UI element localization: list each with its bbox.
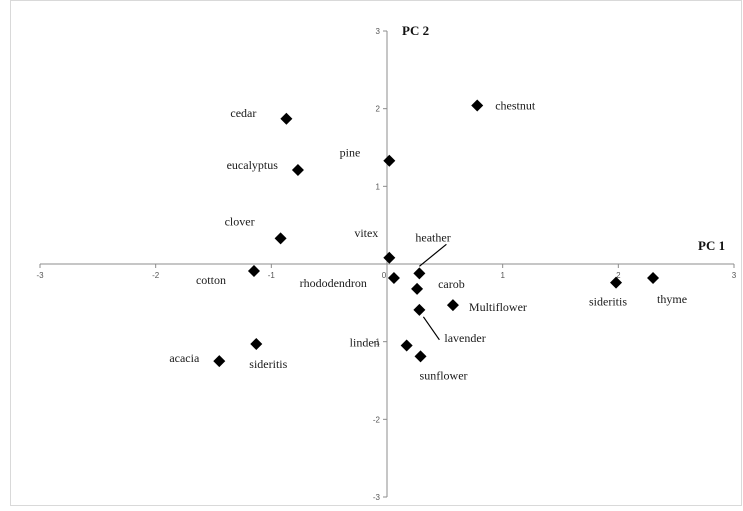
data-points bbox=[213, 99, 660, 368]
point-marker bbox=[413, 303, 426, 316]
point-marker bbox=[280, 112, 293, 125]
point-label: heather bbox=[415, 230, 450, 244]
y-tick-label: -1 bbox=[373, 338, 381, 347]
point-label: eucalyptus bbox=[227, 158, 279, 172]
point-label: cedar bbox=[230, 106, 256, 120]
x-tick-label: 0 bbox=[382, 271, 387, 280]
y-axis-ticks: -3 -2 -1 1 2 3 bbox=[373, 27, 387, 502]
point-label: carob bbox=[438, 277, 465, 291]
point-marker bbox=[647, 271, 660, 284]
point-marker bbox=[411, 282, 424, 295]
x-tick-label: 3 bbox=[732, 271, 737, 280]
x-tick-label: -3 bbox=[36, 271, 44, 280]
point-label: acacia bbox=[169, 351, 200, 365]
point-label: sunflower bbox=[420, 368, 468, 382]
x-tick-label: -1 bbox=[268, 271, 276, 280]
y-tick-label: -3 bbox=[373, 493, 381, 502]
x-axis-title: PC 1 bbox=[698, 238, 725, 253]
point-label: thyme bbox=[657, 292, 687, 306]
leader-line bbox=[422, 316, 440, 341]
point-label: vitex bbox=[354, 226, 378, 240]
point-label: lavender bbox=[444, 331, 485, 345]
y-tick-label: 1 bbox=[376, 182, 381, 191]
point-label: chestnut bbox=[495, 99, 536, 113]
point-marker bbox=[446, 299, 459, 312]
point-label: linden bbox=[350, 336, 380, 350]
x-tick-label: -2 bbox=[152, 271, 160, 280]
leader-line bbox=[419, 243, 447, 267]
plot-frame bbox=[10, 0, 742, 506]
point-marker bbox=[291, 164, 304, 177]
point-marker bbox=[274, 232, 287, 245]
y-tick-label: 2 bbox=[376, 105, 381, 114]
x-tick-label: 1 bbox=[500, 271, 505, 280]
x-axis-ticks: -3 -2 -1 0 1 2 3 bbox=[36, 264, 737, 280]
point-marker bbox=[383, 251, 396, 264]
point-label: Multiflower bbox=[469, 300, 527, 314]
point-label: clover bbox=[225, 214, 255, 228]
point-marker bbox=[414, 350, 427, 363]
y-tick-label: 3 bbox=[376, 27, 381, 36]
point-label: sideritis bbox=[589, 295, 627, 309]
point-label: cotton bbox=[196, 273, 226, 287]
y-axis-title: PC 2 bbox=[402, 23, 429, 38]
point-label: rhododendron bbox=[300, 276, 367, 290]
x-tick-label: 2 bbox=[616, 271, 621, 280]
point-marker bbox=[400, 339, 413, 352]
point-marker bbox=[471, 99, 484, 112]
point-marker bbox=[610, 276, 623, 289]
point-label: sideritis bbox=[249, 357, 287, 371]
point-marker bbox=[247, 264, 260, 277]
point-marker bbox=[413, 267, 426, 280]
point-marker bbox=[213, 355, 226, 368]
point-label: pine bbox=[340, 146, 361, 160]
point-marker bbox=[250, 337, 263, 350]
y-tick-label: -2 bbox=[373, 415, 381, 424]
leader-lines bbox=[419, 243, 447, 341]
point-marker bbox=[387, 271, 400, 284]
point-labels: chestnut cedar eucalyptus pine clover vitex he… bbox=[169, 99, 687, 383]
point-marker bbox=[383, 154, 396, 167]
